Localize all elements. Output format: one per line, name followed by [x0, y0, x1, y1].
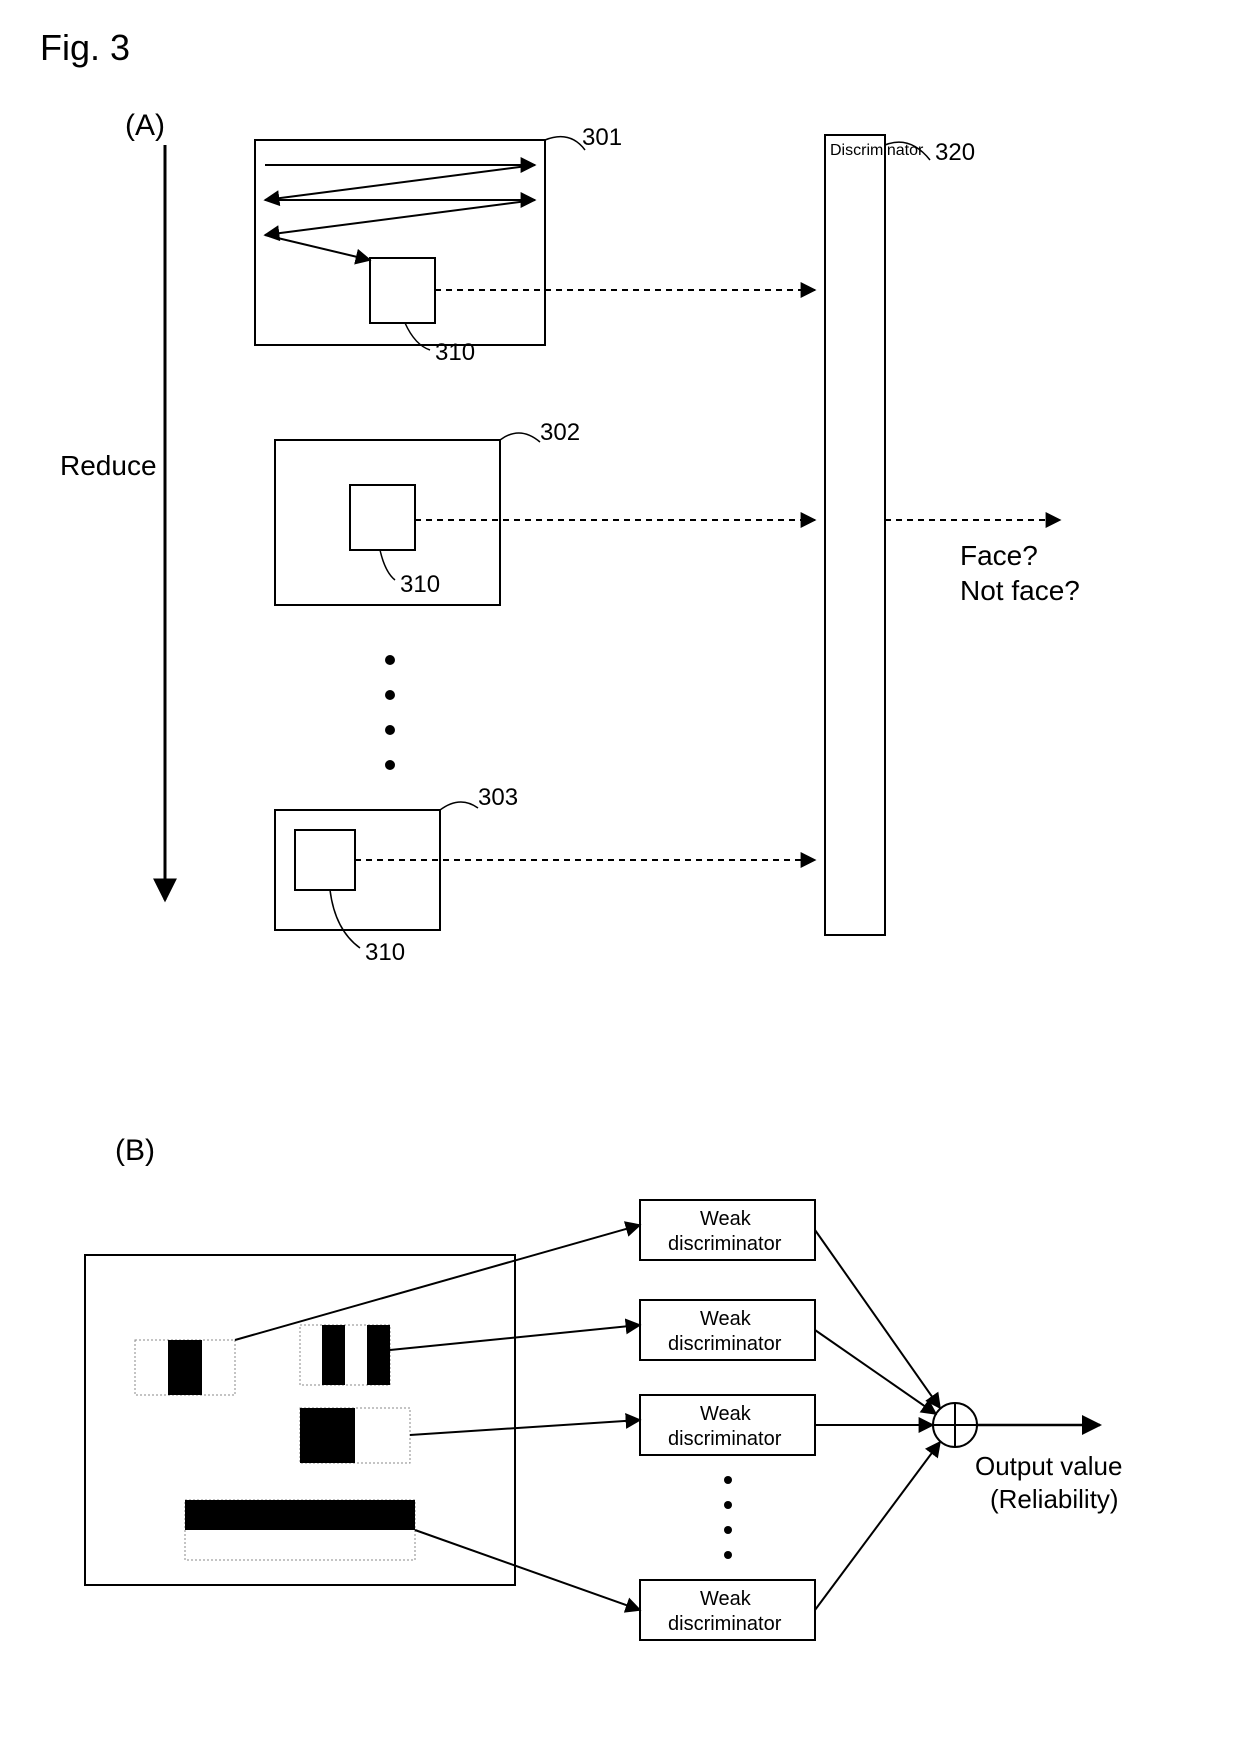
notface-label: Not face? — [960, 575, 1080, 606]
dot — [385, 690, 395, 700]
dot — [724, 1526, 732, 1534]
svg-text:discriminator: discriminator — [668, 1613, 782, 1635]
weak-arrow-4 — [815, 1442, 940, 1610]
dot — [724, 1501, 732, 1509]
reduce-label: Reduce — [60, 450, 157, 481]
feat-arrow-1 — [235, 1225, 640, 1340]
output-val-line1: Output value — [975, 1451, 1122, 1481]
svg-text:Weak: Weak — [700, 1403, 752, 1425]
haar-feature-2 — [300, 1325, 390, 1385]
ref-320: 320 — [935, 139, 975, 166]
discriminator-box: Discriminator 320 — [825, 135, 975, 935]
svg-text:Weak: Weak — [700, 1208, 752, 1230]
ref-301: 301 — [582, 124, 622, 151]
face-label: Face? — [960, 540, 1038, 571]
ref-302: 302 — [540, 419, 580, 446]
haar-feature-3 — [300, 1408, 410, 1463]
panel-b-label: (B) — [115, 1134, 155, 1167]
haar-feature-4 — [185, 1500, 415, 1560]
image-box-301: 310 301 — [255, 124, 622, 366]
ref-310-b: 310 — [400, 571, 440, 598]
weak-arrow-1 — [815, 1230, 940, 1408]
dot — [724, 1476, 732, 1484]
output-val-line2: (Reliability) — [990, 1484, 1119, 1514]
dot — [724, 1551, 732, 1559]
weak-arrow-2 — [815, 1330, 936, 1414]
feature-container — [85, 1255, 515, 1585]
dot — [385, 655, 395, 665]
dot — [385, 725, 395, 735]
svg-text:Weak: Weak — [700, 1308, 752, 1330]
ref-310-c: 310 — [365, 939, 405, 966]
sum-node — [933, 1403, 977, 1447]
weak-box-2: Weak discriminator — [640, 1300, 815, 1360]
weak-box-4: Weak discriminator — [640, 1580, 815, 1640]
svg-text:discriminator: discriminator — [668, 1233, 782, 1255]
image-box-302: 310 302 — [275, 419, 580, 605]
image-box-303: 310 303 — [275, 784, 518, 966]
svg-text:discriminator: discriminator — [668, 1333, 782, 1355]
feat-arrow-3 — [410, 1420, 640, 1435]
panel-a-label: (A) — [125, 109, 165, 142]
ref-303: 303 — [478, 784, 518, 811]
figure-svg: Fig. 3 (A) Reduce 310 301 310 302 — [0, 0, 1240, 1757]
dot — [385, 760, 395, 770]
figure-title: Fig. 3 — [40, 27, 130, 68]
weak-box-3: Weak discriminator — [640, 1395, 815, 1455]
svg-text:Weak: Weak — [700, 1588, 752, 1610]
svg-text:discriminator: discriminator — [668, 1428, 782, 1450]
ref-310-a: 310 — [435, 339, 475, 366]
weak-box-1: Weak discriminator — [640, 1200, 815, 1260]
haar-feature-1 — [135, 1340, 235, 1395]
feat-arrow-4 — [415, 1530, 640, 1610]
